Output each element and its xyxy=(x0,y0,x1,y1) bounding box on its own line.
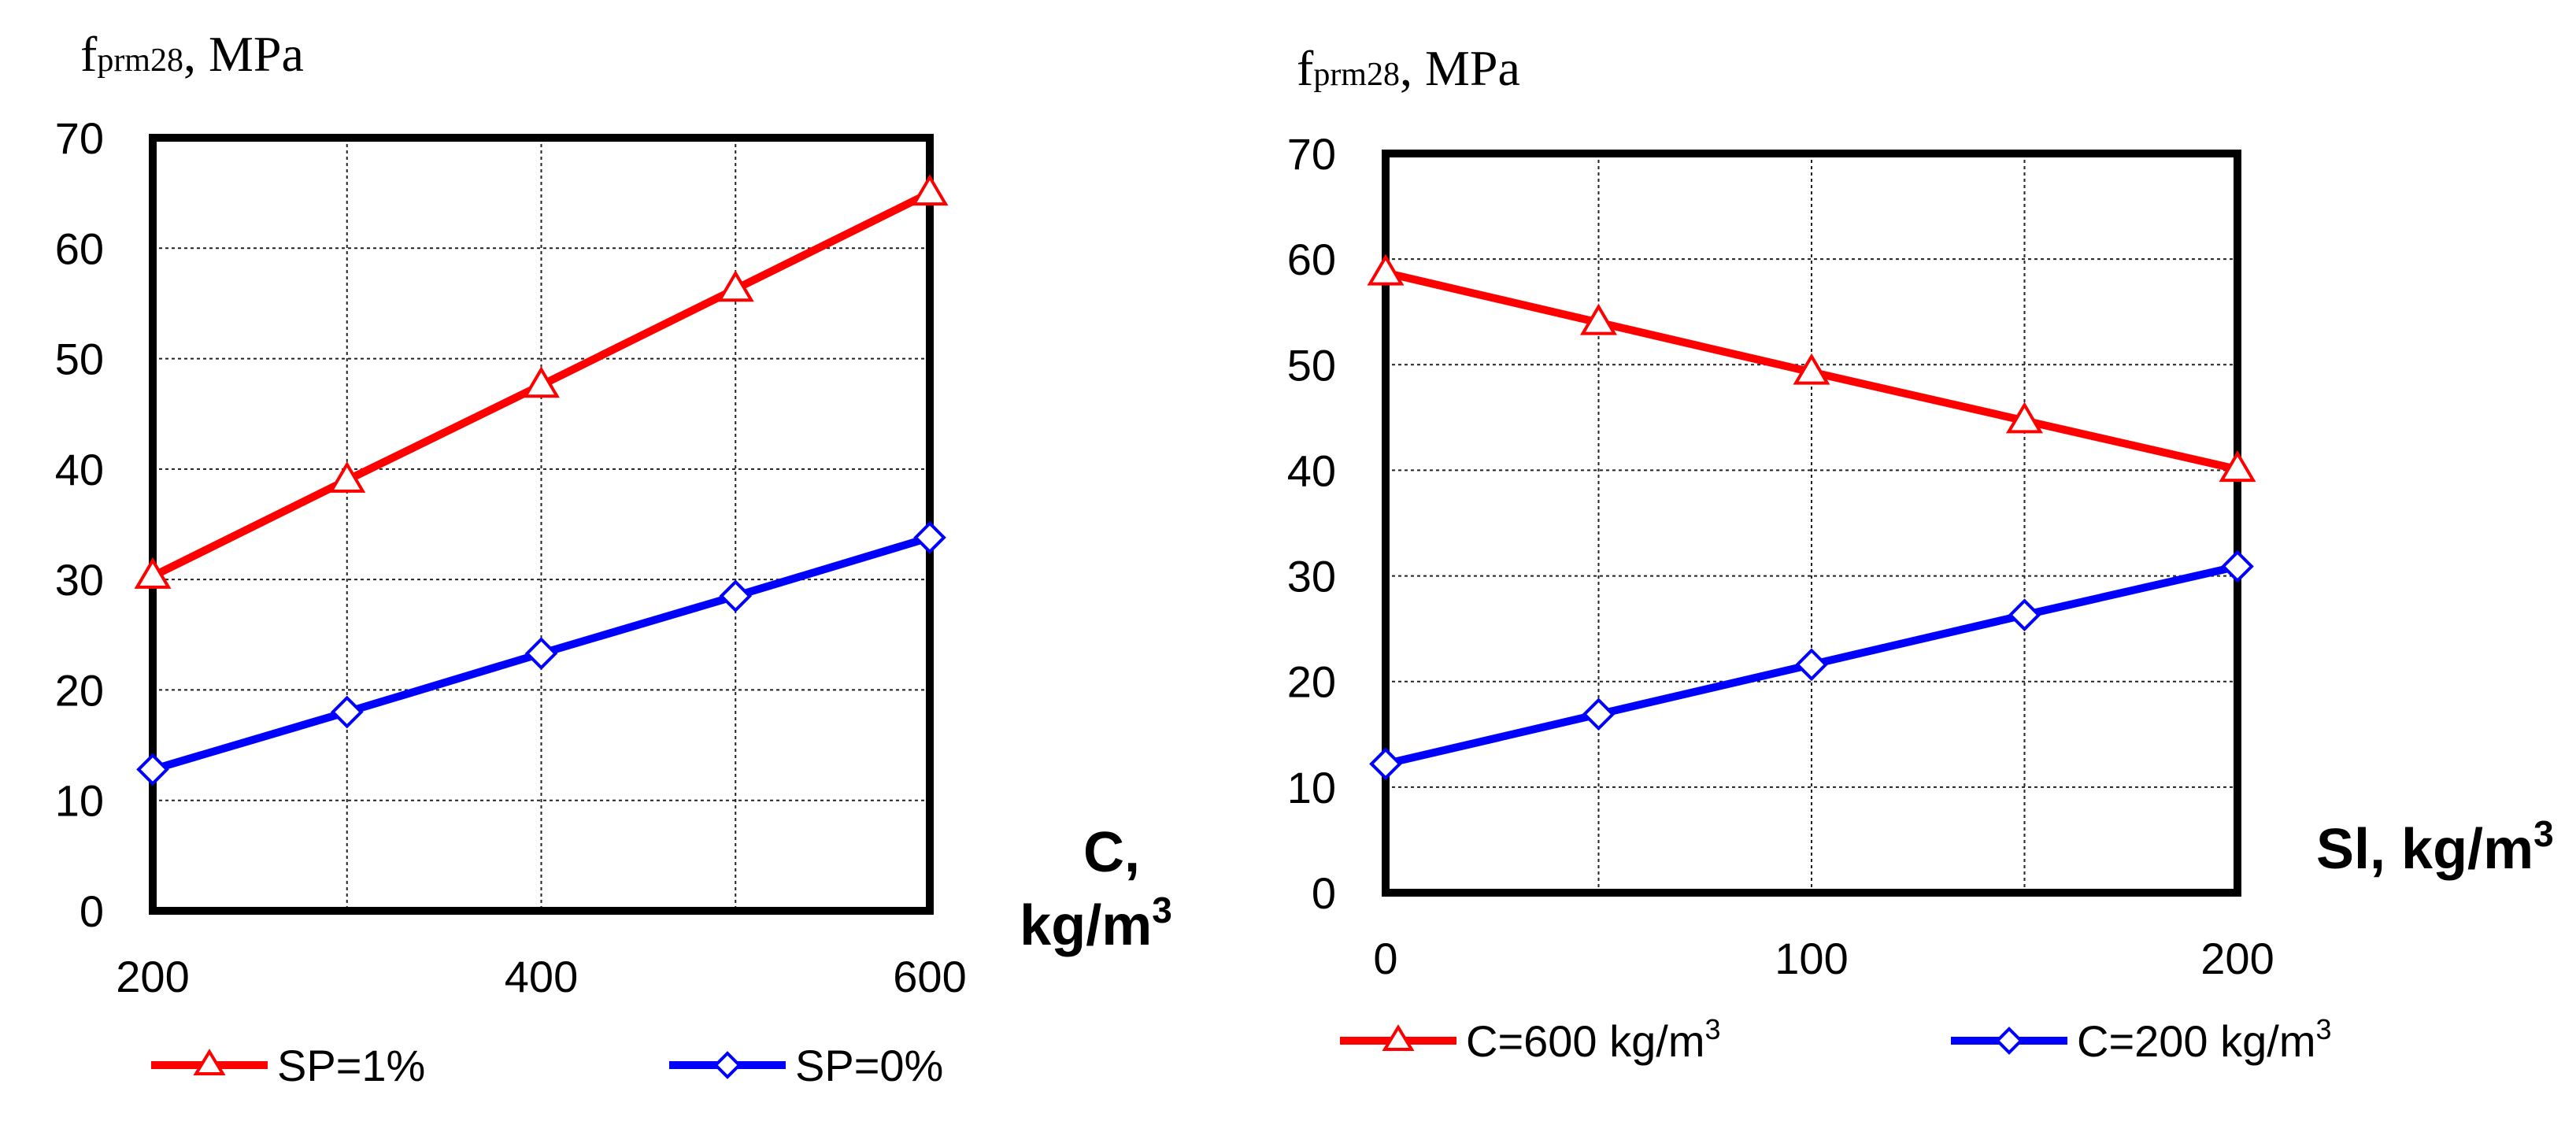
legend-label: C=200 kg/m3 xyxy=(2077,1013,2332,1066)
data-point-triangle xyxy=(1580,303,1617,335)
x-tick-label: 100 xyxy=(1775,934,1848,983)
y-axis-title-right: fprm28, MPa xyxy=(1297,40,1520,96)
data-point-diamond xyxy=(2008,598,2041,632)
y-axis-title-left: fprm28, MPa xyxy=(80,26,304,82)
y-tick-label: 70 xyxy=(1287,129,1336,179)
y-tick-label: 20 xyxy=(1287,657,1336,707)
data-point-diamond xyxy=(1582,697,1616,731)
data-point-diamond xyxy=(524,637,558,670)
legend-label: SP=0% xyxy=(795,1041,943,1090)
x-tick-label: 600 xyxy=(893,952,966,1001)
x-tick-label: 200 xyxy=(2200,934,2274,983)
data-point-diamond xyxy=(913,521,946,554)
triangle-marker-icon xyxy=(193,1049,226,1075)
data-point-triangle xyxy=(1793,353,1830,385)
data-point-triangle xyxy=(716,270,754,302)
legend-item-c600: C=600 kg/m3 xyxy=(1340,1013,1721,1066)
legend-left: SP=1% SP=0% xyxy=(151,1041,943,1090)
x-axis-title-left-line1: C, xyxy=(1083,821,1140,884)
x-axis-title-right: Sl, kg/m3 xyxy=(2316,813,2554,881)
y-tick-label: 50 xyxy=(1287,340,1336,390)
legend-right: C=600 kg/m3 C=200 kg/m3 xyxy=(1340,1013,2332,1066)
legend-item-sp0: SP=0% xyxy=(669,1041,943,1090)
data-point-diamond xyxy=(1369,747,1402,781)
y-tick-label: 50 xyxy=(55,335,104,384)
y-tick-label: 30 xyxy=(1287,552,1336,601)
y-tick-label: 10 xyxy=(1287,763,1336,812)
data-point-triangle xyxy=(2219,450,2256,483)
data-point-diamond xyxy=(2221,549,2254,583)
legend-label: C=600 kg/m3 xyxy=(1466,1013,1721,1066)
y-tick-label: 60 xyxy=(55,224,104,273)
data-point-diamond xyxy=(136,753,169,786)
y-tick-label: 0 xyxy=(80,886,104,936)
data-point-diamond xyxy=(1795,648,1828,682)
data-point-diamond xyxy=(719,579,753,613)
y-tick-label: 0 xyxy=(1312,868,1336,918)
series-markers-right xyxy=(1367,253,2256,781)
legend-label: SP=1% xyxy=(277,1041,425,1090)
legend-item-c200: C=200 kg/m3 xyxy=(1951,1013,2332,1066)
y-tick-label: 60 xyxy=(1287,235,1336,284)
data-point-triangle xyxy=(2006,401,2043,434)
x-axis-title-left-line2: kg/m3 xyxy=(1020,890,1172,957)
y-tick-label: 20 xyxy=(55,665,104,715)
data-point-diamond xyxy=(330,695,364,729)
data-point-triangle xyxy=(328,461,366,493)
y-tick-label: 40 xyxy=(55,445,104,494)
data-point-triangle xyxy=(134,557,172,589)
gridlines-right xyxy=(1386,154,2237,893)
gridlines-left xyxy=(153,138,930,911)
y-tick-labels-right: 0 10 20 30 40 50 60 70 xyxy=(1287,129,1336,918)
diamond-marker-icon xyxy=(713,1051,742,1079)
diamond-marker-icon xyxy=(1995,1027,2023,1055)
x-tick-label: 0 xyxy=(1373,934,1397,983)
x-tick-label: 200 xyxy=(116,952,189,1001)
x-tick-labels-right: 0 100 200 xyxy=(1373,934,2274,983)
y-tick-label: 70 xyxy=(55,113,104,163)
data-point-triangle xyxy=(1367,253,1405,286)
data-point-triangle xyxy=(911,174,949,206)
series-markers-left xyxy=(134,174,949,786)
x-tick-label: 400 xyxy=(505,952,578,1001)
y-tick-label: 30 xyxy=(55,555,104,605)
chart-right: fprm28, MPa 0 10 20 30 40 50 60 70 0 100 200 Sl, … xyxy=(1287,40,2554,1066)
y-tick-labels-left: 0 10 20 30 40 50 60 70 xyxy=(55,113,104,936)
data-point-triangle xyxy=(523,366,560,398)
y-tick-label: 10 xyxy=(55,776,104,826)
x-tick-labels-left: 200 400 600 xyxy=(116,952,966,1001)
chart-left: fprm28, MPa 0 10 20 30 40 50 60 70 200 400 600 C,… xyxy=(55,26,1172,1090)
triangle-marker-icon xyxy=(1382,1024,1415,1051)
y-tick-label: 40 xyxy=(1287,446,1336,495)
plot-frame-right xyxy=(1382,150,2241,897)
legend-item-sp1: SP=1% xyxy=(151,1041,425,1090)
